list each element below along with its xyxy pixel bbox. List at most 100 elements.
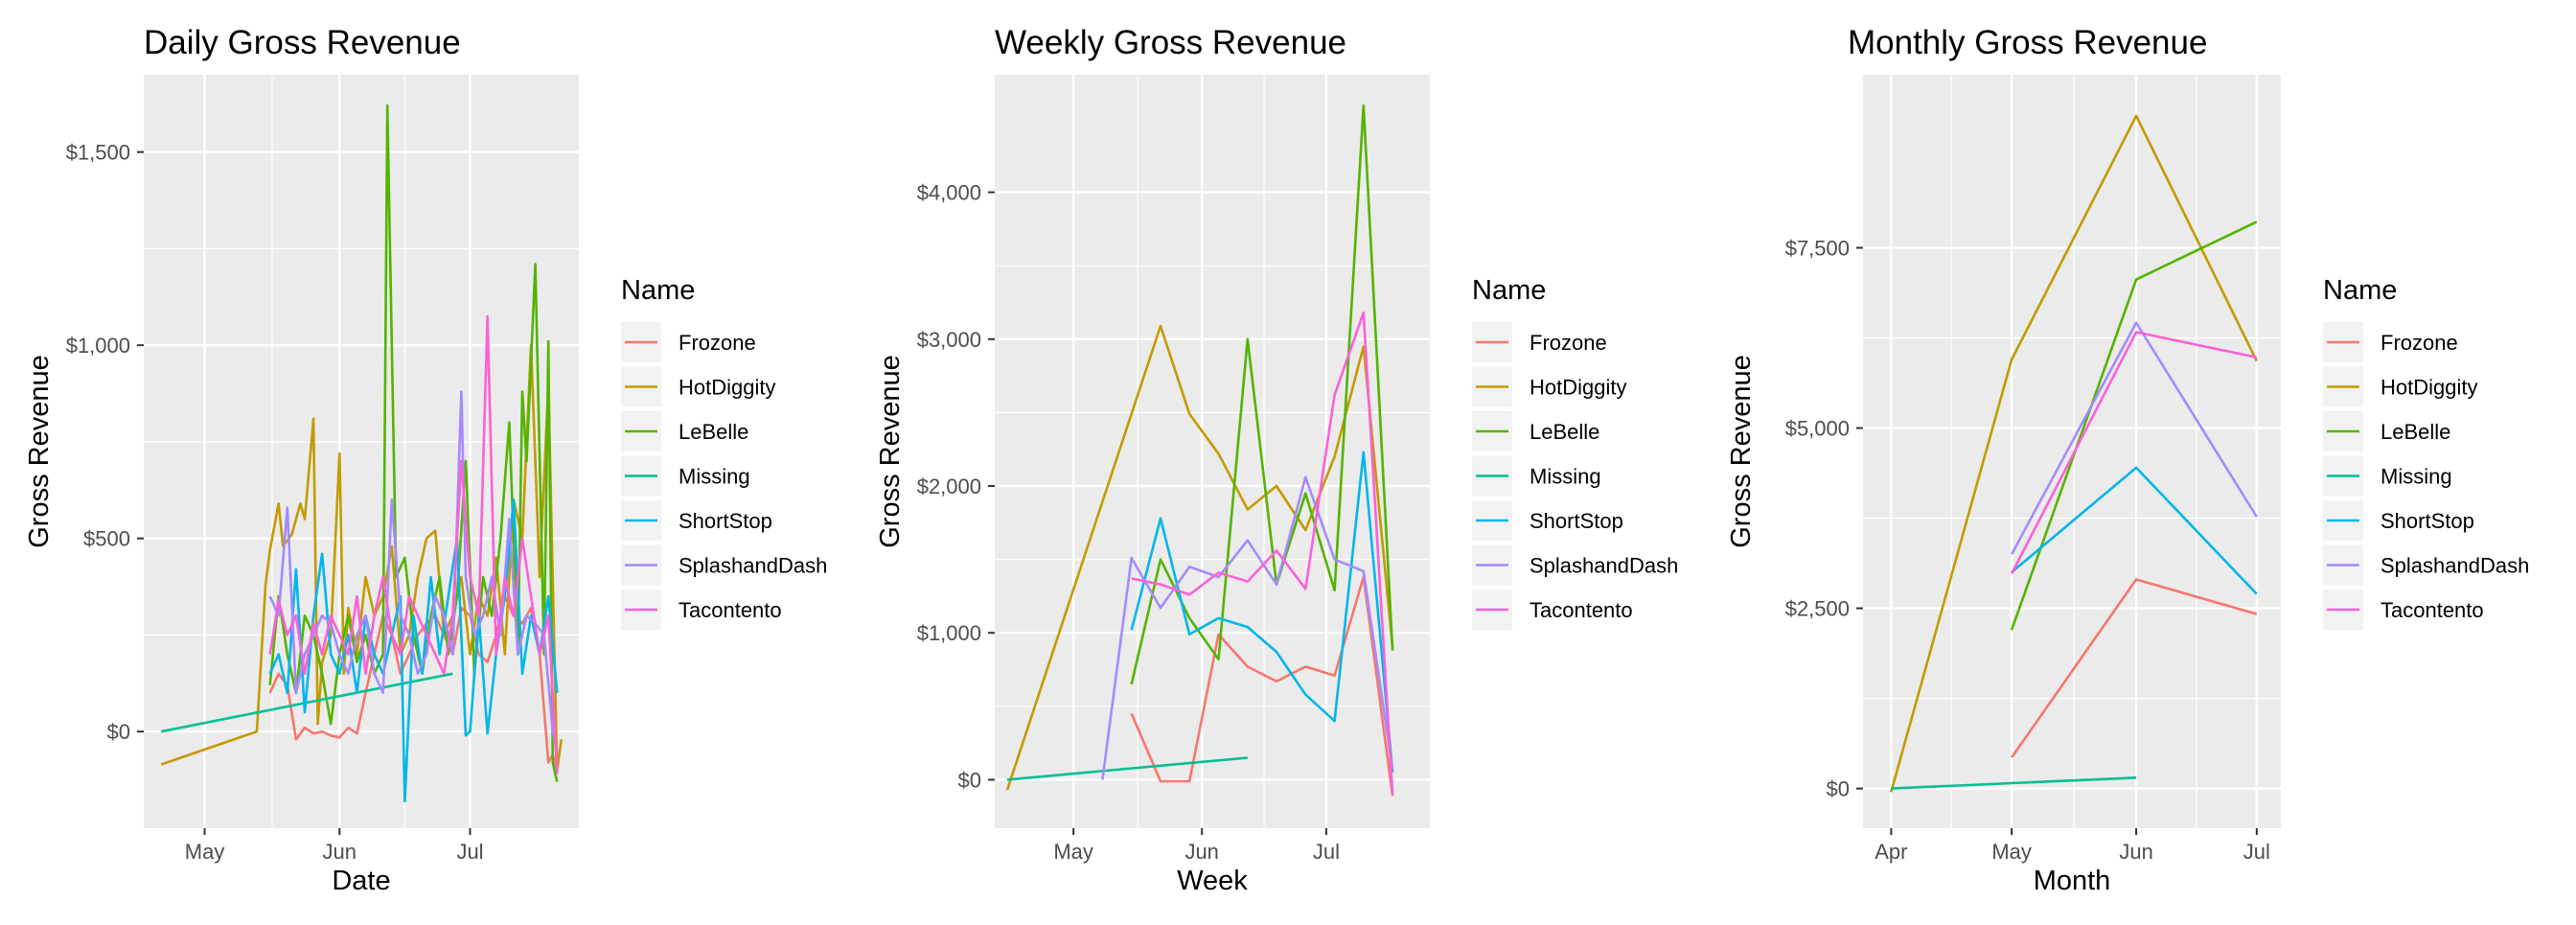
legend-label: Tacontento (678, 598, 782, 622)
legend-label: LeBelle (678, 420, 748, 444)
series-line-hotdiggity (1890, 114, 2258, 793)
legend-label: HotDiggity (2380, 376, 2477, 400)
series-line-frozone (2011, 578, 2258, 759)
series-line-splashanddash (268, 390, 559, 752)
legend-label: LeBelle (2380, 420, 2450, 444)
legend-item: Frozone (621, 322, 756, 362)
legend-item: Missing (621, 455, 750, 497)
legend-item: ShortStop (2323, 500, 2474, 541)
series-line-splashanddash (1101, 475, 1394, 780)
x-tick-label: Apr (1874, 840, 1907, 864)
legend-label: LeBelle (1530, 420, 1599, 444)
x-tick-label: Jul (2243, 840, 2270, 864)
legend-item: HotDiggity (621, 366, 775, 407)
legend-title: Name (1472, 275, 1546, 306)
legend-item: LeBelle (621, 411, 748, 451)
legend-label: SplashandDash (2380, 554, 2529, 578)
x-tick-label: Jun (1184, 840, 1218, 864)
legend-title: Name (621, 275, 695, 306)
legend-label: Missing (1530, 465, 1601, 489)
legend: Name Frozone HotDiggity LeBelle Missing Short… (2323, 275, 2529, 630)
x-tick-label: Jul (456, 840, 483, 864)
x-tick-label: May (185, 840, 225, 864)
daily-chart: Daily Gross Revenue $0 $500 $1,000 $1,500 May… (24, 24, 827, 896)
legend-item: LeBelle (1472, 411, 1599, 451)
legend-item: Missing (2323, 455, 2452, 497)
weekly-chart: Weekly Gross Revenue $0 $1,000 $2,000 $3,000… (875, 24, 1678, 896)
legend-item: SplashandDash (1472, 544, 1678, 586)
y-tick-label: $0 (107, 720, 130, 744)
legend-label: Missing (678, 465, 750, 489)
legend-item: Frozone (1472, 322, 1607, 362)
chart-title: Weekly Gross Revenue (995, 24, 1346, 61)
legend-item: SplashandDash (2323, 544, 2529, 586)
y-tick-label: $5,000 (1785, 417, 1850, 441)
series-lines (1890, 114, 2258, 793)
y-tick-label: $2,500 (1785, 597, 1850, 621)
legend-item: ShortStop (621, 500, 772, 541)
plot-panel (1863, 75, 2281, 828)
series-line-frozone (1130, 575, 1394, 797)
legend-label: Frozone (678, 331, 756, 355)
plot-panel (995, 75, 1430, 828)
legend-label: Frozone (2380, 331, 2458, 355)
series-line-shortstop (2011, 466, 2258, 595)
legend-item: SplashandDash (621, 544, 827, 586)
legend-label: SplashandDash (1530, 554, 1678, 578)
series-line-missing (1006, 756, 1248, 781)
y-tick-label: $2,000 (917, 474, 981, 498)
chart-title: Daily Gross Revenue (144, 24, 461, 61)
series-line-splashanddash (2010, 321, 2258, 555)
legend-item: LeBelle (2323, 411, 2450, 451)
y-tick-label: $1,500 (66, 141, 130, 165)
y-tick-label: $3,000 (917, 328, 981, 352)
x-tick-label: Jul (1313, 840, 1340, 864)
series-line-missing (160, 672, 453, 733)
x-axis-title: Week (1177, 866, 1248, 896)
series-line-tacontento (2010, 331, 2258, 575)
legend-item: ShortStop (1472, 500, 1623, 541)
x-tick-label: Jun (323, 840, 356, 864)
x-tick-label: Jun (2119, 840, 2152, 864)
y-axis-title: Gross Revenue (24, 355, 55, 548)
legend-title: Name (2323, 275, 2397, 306)
legend-item: Missing (1472, 455, 1601, 497)
legend-item: Frozone (2323, 322, 2458, 362)
y-tick-label: $0 (1827, 777, 1850, 801)
legend-label: SplashandDash (678, 554, 827, 578)
legend-label: Missing (2380, 465, 2452, 489)
series-line-shortstop (1130, 451, 1394, 773)
x-tick-label: May (1991, 840, 2032, 864)
legend-label: ShortStop (678, 509, 772, 533)
y-tick-label: $1,000 (66, 334, 130, 358)
series-line-hotdiggity (1005, 324, 1394, 791)
y-tick-label: $4,000 (917, 181, 981, 205)
series-line-shortstop (268, 498, 559, 803)
series-line-tacontento (1131, 311, 1394, 795)
legend-label: Frozone (1530, 331, 1607, 355)
legend-label: Tacontento (1530, 598, 1633, 622)
monthly-chart: Monthly Gross Revenue $0 $2,500 $5,000 $7,50… (1726, 24, 2529, 896)
series-line-tacontento (268, 314, 559, 775)
series-lines (1005, 104, 1394, 797)
legend: Name Frozone HotDiggity LeBelle Missing Short… (621, 275, 827, 630)
y-axis-title: Gross Revenue (875, 355, 906, 548)
legend-label: ShortStop (1530, 509, 1623, 533)
legend-label: ShortStop (2380, 509, 2474, 533)
series-line-lebelle (2010, 220, 2258, 631)
legend-item: Tacontento (2323, 590, 2484, 630)
chart-title: Monthly Gross Revenue (1848, 24, 2207, 61)
x-axis-title: Date (332, 866, 390, 896)
series-line-missing (1891, 776, 2137, 790)
legend-label: Tacontento (2380, 598, 2484, 622)
x-tick-label: May (1053, 840, 1093, 864)
y-axis-title: Gross Revenue (1726, 355, 1757, 548)
y-tick-label: $1,000 (917, 621, 981, 645)
legend-label: HotDiggity (1530, 376, 1626, 400)
y-tick-label: $500 (83, 527, 130, 551)
legend-item: HotDiggity (2323, 366, 2477, 407)
legend-item: HotDiggity (1472, 366, 1626, 407)
series-lines (160, 104, 564, 803)
